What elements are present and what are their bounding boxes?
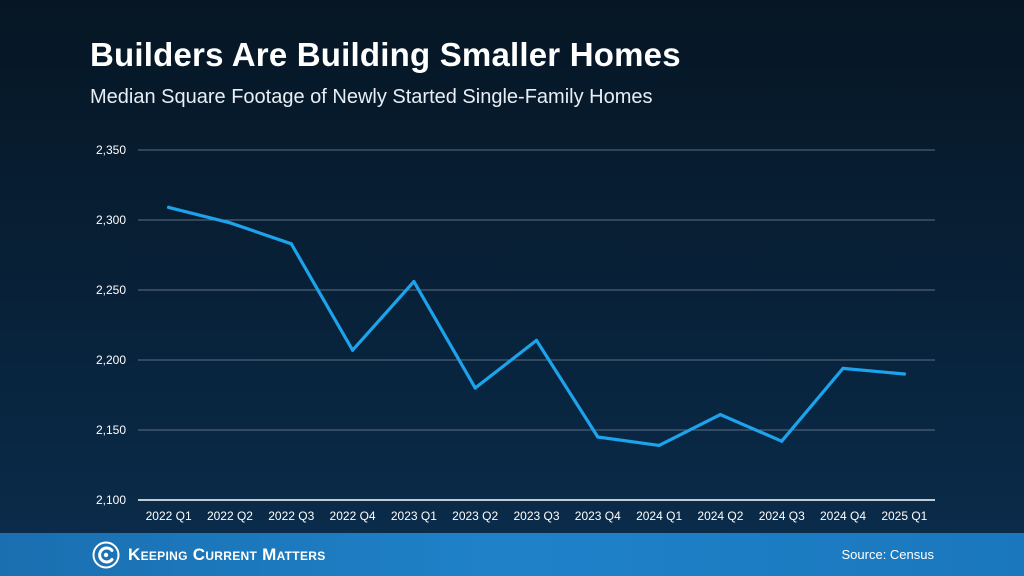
x-tick-label: 2024 Q3: [759, 509, 805, 523]
y-tick-label: 2,300: [96, 213, 126, 227]
x-tick-label: 2024 Q1: [636, 509, 682, 523]
x-tick-label: 2024 Q2: [697, 509, 743, 523]
series-line: [167, 205, 906, 447]
data-point: [228, 221, 232, 225]
data-point: [841, 366, 845, 370]
x-tick-label: 2022 Q2: [207, 509, 253, 523]
brand-name: Keeping Current Matters: [128, 545, 326, 564]
chart-title: Builders Are Building Smaller Homes: [90, 36, 681, 73]
data-point: [350, 348, 355, 352]
x-tick-label: 2022 Q1: [146, 509, 192, 523]
x-tick-label: 2022 Q3: [268, 509, 314, 523]
data-point: [902, 372, 906, 376]
x-tick-label: 2022 Q4: [330, 509, 376, 523]
data-point: [289, 242, 293, 246]
line-chart: 2,100 2,150 2,200 2,250 2,300 2,350 2022 Q1 202…: [96, 143, 935, 523]
source-note: Source: Census: [841, 547, 935, 562]
y-tick-label: 2,250: [96, 283, 126, 297]
footer-bar: Keeping Current Matters Source: Census: [0, 533, 1024, 576]
data-point: [596, 435, 600, 439]
y-tick-label: 2,350: [96, 143, 126, 157]
data-point: [718, 413, 723, 417]
chart-subtitle: Median Square Footage of Newly Started S…: [90, 86, 653, 108]
data-point: [534, 338, 539, 342]
data-point: [167, 205, 171, 209]
data-point: [657, 443, 661, 447]
data-point: [780, 439, 784, 443]
kcm-logo-icon: [92, 541, 120, 569]
x-tick-label: 2023 Q2: [452, 509, 498, 523]
y-tick-label: 2,150: [96, 423, 126, 437]
x-tick-label: 2023 Q4: [575, 509, 621, 523]
x-tick-label: 2023 Q1: [391, 509, 437, 523]
y-tick-label: 2,100: [96, 493, 126, 507]
y-tick-label: 2,200: [96, 353, 126, 367]
x-tick-label: 2023 Q3: [513, 509, 559, 523]
data-point: [473, 386, 477, 390]
brand-logo: Keeping Current Matters: [92, 541, 326, 569]
x-tick-label: 2024 Q4: [820, 509, 866, 523]
x-tick-label: 2025 Q1: [881, 509, 927, 523]
data-point: [412, 280, 416, 284]
